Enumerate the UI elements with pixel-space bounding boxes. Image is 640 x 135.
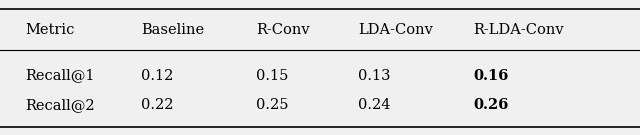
- Text: 0.25: 0.25: [256, 98, 289, 112]
- Text: 0.13: 0.13: [358, 69, 391, 83]
- Text: R-Conv: R-Conv: [256, 23, 310, 37]
- Text: LDA-Conv: LDA-Conv: [358, 23, 433, 37]
- Text: Baseline: Baseline: [141, 23, 204, 37]
- Text: 0.15: 0.15: [256, 69, 289, 83]
- Text: Recall@2: Recall@2: [26, 98, 95, 112]
- Text: 0.12: 0.12: [141, 69, 173, 83]
- Text: 0.16: 0.16: [474, 69, 509, 83]
- Text: R-LDA-Conv: R-LDA-Conv: [474, 23, 564, 37]
- Text: 0.26: 0.26: [474, 98, 509, 112]
- Text: 0.22: 0.22: [141, 98, 173, 112]
- Text: Metric: Metric: [26, 23, 75, 37]
- Text: 0.24: 0.24: [358, 98, 391, 112]
- Text: Recall@1: Recall@1: [26, 69, 95, 83]
